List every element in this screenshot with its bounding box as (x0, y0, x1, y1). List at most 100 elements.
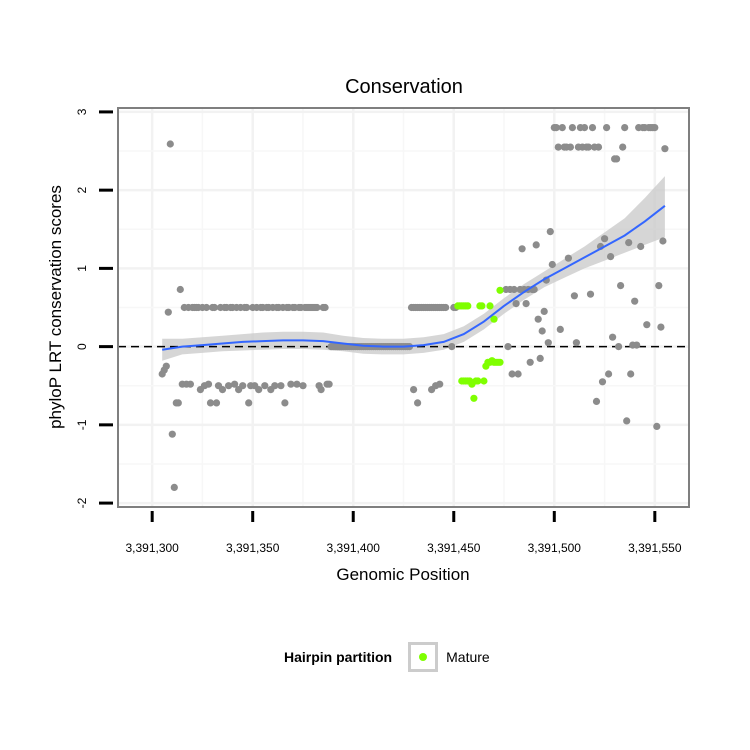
data-point (657, 323, 665, 331)
x-tick-label: 3,391,400 (327, 541, 381, 555)
data-point (540, 307, 548, 315)
data-point (598, 378, 607, 386)
data-point (637, 242, 645, 251)
data-point (164, 308, 172, 316)
x-tick-label: 3,391,350 (226, 541, 280, 555)
x-tick-label: 3,391,300 (125, 541, 179, 555)
data-point (325, 380, 333, 388)
data-point (623, 417, 631, 425)
data-point (293, 380, 301, 388)
data-point (564, 254, 573, 262)
data-point (572, 339, 581, 347)
data-point (522, 300, 530, 308)
axes: 3,391,300 3,391,350 3,391,400 3,391,450 3,39… (75, 108, 682, 555)
data-point (627, 370, 635, 378)
grid-lines (118, 108, 689, 507)
data-point (174, 399, 182, 407)
data-point (592, 397, 601, 405)
data-point (570, 292, 579, 300)
data-point (631, 297, 639, 305)
data-point (508, 370, 516, 378)
data-point (554, 143, 562, 151)
data-point (651, 124, 659, 132)
y-tick-label: 3 (75, 108, 89, 115)
data-point (536, 354, 544, 362)
data-point (584, 143, 593, 151)
data-point (210, 303, 219, 312)
data-point (594, 143, 603, 151)
legend: Hairpin partition Mature (284, 638, 490, 676)
mature-point (496, 286, 504, 294)
data-point (625, 239, 633, 247)
data-point (204, 380, 213, 388)
y-axis-title: phyloP LRT conservation scores (46, 185, 65, 429)
data-point (245, 399, 253, 407)
data-point (166, 140, 174, 148)
data-point (532, 241, 540, 249)
data-point (633, 341, 641, 349)
data-point (212, 399, 221, 407)
data-point (534, 315, 542, 323)
mature-point (474, 377, 482, 385)
y-tick-label: 0 (75, 343, 89, 350)
data-point (277, 382, 285, 390)
x-tick-label: 3,391,500 (528, 541, 582, 555)
data-point (168, 430, 176, 438)
mature-point (478, 302, 486, 310)
y-tick-label: -1 (75, 419, 89, 430)
data-point (546, 228, 554, 236)
chart-title: Conservation (345, 76, 463, 98)
x-tick-label: 3,391,450 (427, 541, 481, 555)
data-point (504, 343, 512, 351)
data-point (586, 290, 595, 298)
data-point (512, 300, 520, 308)
data-point (588, 124, 597, 132)
data-point (558, 124, 566, 132)
y-tick-label: -2 (75, 497, 89, 508)
legend-swatch-mature (419, 653, 428, 661)
data-point (510, 285, 518, 294)
y-tick-label: 1 (75, 265, 89, 272)
data-point (261, 382, 269, 390)
mature-point (480, 377, 488, 385)
legend-title: Hairpin partition (284, 649, 393, 665)
data-point (556, 325, 564, 333)
data-point (448, 343, 456, 351)
data-point (514, 370, 522, 378)
data-point (526, 358, 534, 366)
data-point (613, 155, 621, 163)
data-point (225, 382, 233, 390)
mature-point (464, 302, 472, 310)
data-point (603, 124, 611, 132)
data-point (255, 386, 263, 394)
legend-key-mature (408, 642, 439, 672)
data-point (605, 370, 613, 378)
data-point (176, 285, 184, 294)
data-point (544, 339, 552, 347)
data-point (655, 282, 663, 290)
data-point (659, 237, 667, 245)
data-point (548, 260, 556, 269)
data-point (287, 380, 295, 388)
panel-border (117, 107, 690, 508)
data-point (239, 382, 247, 390)
data-point (202, 303, 211, 312)
data-point (661, 145, 669, 153)
data-point (317, 386, 325, 394)
x-axis-title: Genomic Position (336, 565, 469, 584)
data-point (568, 124, 577, 132)
data-point (281, 399, 289, 407)
smooth-trend-line (162, 205, 666, 351)
data-point (566, 143, 575, 151)
mature-point (496, 358, 504, 366)
data-point (518, 245, 526, 253)
data-point (617, 282, 625, 290)
data-point (271, 382, 279, 390)
mature-point (486, 302, 494, 310)
data-point (601, 235, 609, 243)
data-point (609, 333, 617, 341)
data-point (552, 124, 560, 132)
data-point (243, 303, 251, 312)
data-point (186, 380, 194, 388)
